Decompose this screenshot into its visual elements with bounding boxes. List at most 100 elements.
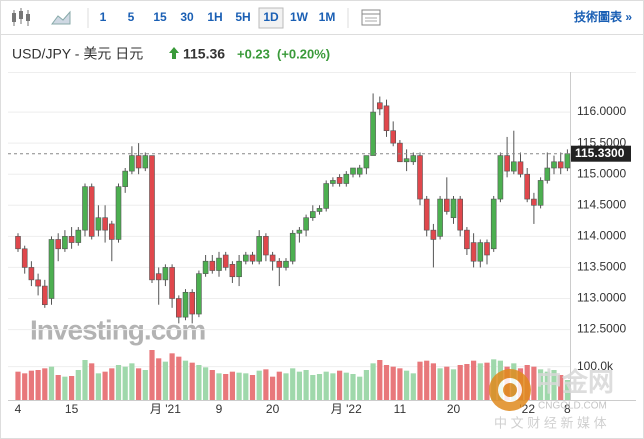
candle-body [62, 236, 68, 250]
volume-bar [330, 373, 336, 400]
volume-bar [156, 358, 162, 400]
volume-bar [142, 370, 148, 400]
volume-bar [437, 368, 443, 400]
volume-bar [189, 362, 195, 400]
volume-bar [69, 376, 75, 400]
volume-bar [95, 373, 101, 400]
volume-bar [35, 370, 41, 400]
candle-body [464, 229, 470, 250]
candle-body [363, 155, 370, 169]
last-price-box [571, 145, 631, 162]
candle-body [336, 177, 343, 184]
logo-watermark: 中金网 CNGOLD.COM 中 文 财 经 新 媒 体 [489, 367, 614, 430]
volume-bar [404, 370, 410, 400]
interval-button[interactable]: 1H [207, 10, 222, 24]
candle-body [323, 183, 330, 209]
volume-bar [477, 363, 483, 400]
candle-body [504, 155, 510, 172]
volume-bar [290, 368, 296, 400]
candle-body [490, 198, 497, 250]
volume-bar [256, 370, 262, 400]
interval-button[interactable]: 1M [319, 10, 336, 24]
volume-bar [149, 350, 155, 400]
candle-body [162, 267, 169, 281]
volume-bar [28, 370, 34, 400]
volume-bar [89, 363, 95, 400]
y-tick-label: 115.0000 [577, 166, 626, 180]
volume-bar [42, 368, 48, 400]
candle-body [243, 254, 249, 262]
volume-bar [82, 360, 88, 400]
interval-button[interactable]: 30 [180, 10, 194, 24]
volume-bar [243, 373, 249, 400]
candle-body [484, 242, 490, 256]
interval-button[interactable]: 1W [290, 10, 309, 24]
x-tick-label: 月 '21 [150, 402, 181, 416]
candle-body [129, 155, 135, 172]
volume-bar [430, 363, 436, 400]
volume-bar [337, 370, 343, 400]
candle-body [410, 155, 417, 163]
plot-area: 112.5000 113.0000 113.5000 114.0000 114.5000… [8, 72, 636, 416]
volume-bar [564, 380, 570, 400]
volume-bar [484, 362, 490, 400]
volume-bar [209, 370, 215, 400]
candle-body [397, 142, 403, 163]
interval-button[interactable]: 1D [263, 10, 279, 24]
candle-body [437, 198, 443, 237]
change: +0.23 [237, 46, 270, 61]
candle-body [309, 211, 316, 219]
volume-bar [303, 370, 309, 400]
interval-button[interactable]: 1 [100, 10, 107, 24]
candle-body [343, 173, 350, 184]
volume-bar [283, 373, 289, 400]
volume-bar [410, 373, 416, 400]
x-tick-label: 15 [65, 402, 79, 416]
candle-body [55, 239, 62, 250]
candle-body [457, 198, 464, 231]
candle-body [236, 260, 242, 278]
volume-bar [169, 353, 175, 400]
volume-bar [464, 364, 470, 400]
candle-body [109, 223, 115, 240]
candle-body [430, 229, 437, 240]
candle-body [356, 167, 363, 175]
candle-body [370, 111, 376, 156]
candle-body [169, 267, 175, 299]
volume-bar [115, 365, 122, 400]
candle-body [289, 232, 296, 262]
candle-body [222, 254, 229, 268]
interval-button[interactable]: 5 [128, 10, 135, 24]
table-icon[interactable] [361, 9, 381, 26]
candle-icon[interactable] [12, 8, 30, 26]
interval-button[interactable]: 5H [235, 10, 250, 24]
candle-body [88, 186, 95, 237]
volume-bar [62, 376, 68, 400]
candle-body [497, 155, 504, 200]
volume-bar [417, 361, 423, 400]
candle-body [209, 260, 216, 271]
candle-body [564, 153, 571, 169]
volume-bar [444, 366, 450, 400]
volume-bar [310, 375, 316, 400]
x-tick-label: 4 [15, 402, 22, 416]
volume-bar [383, 365, 390, 400]
candle-body [510, 161, 517, 172]
area-icon[interactable] [51, 10, 71, 25]
volume-bar [129, 363, 135, 400]
tools-link[interactable]: 技術圖表 » [574, 9, 632, 24]
volume-bar [544, 371, 550, 400]
volume-bar [102, 371, 108, 400]
volume-bar [216, 373, 222, 400]
volume-bar [223, 374, 229, 400]
up-arrow [169, 47, 179, 59]
candle-body [21, 248, 28, 268]
candle-body [303, 217, 309, 231]
candle-body [102, 217, 108, 231]
candle-body [517, 161, 524, 175]
candle-body [417, 155, 423, 200]
candle-body [350, 167, 356, 175]
volume-bar [55, 375, 61, 400]
interval-button[interactable]: 15 [153, 10, 167, 24]
